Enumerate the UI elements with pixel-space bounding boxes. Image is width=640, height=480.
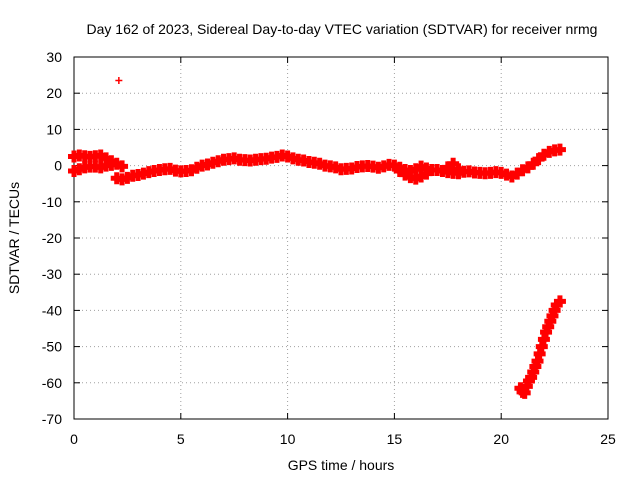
y-tick-label: 20 <box>46 85 62 101</box>
data-point <box>553 143 566 156</box>
y-tick-label: -20 <box>42 230 62 246</box>
y-tick-label: -50 <box>42 339 62 355</box>
chart-title: Day 162 of 2023, Sidereal Day-to-day VTE… <box>87 21 598 37</box>
y-tick-label: -60 <box>42 375 62 391</box>
data-point <box>116 160 129 173</box>
x-tick-label: 0 <box>70 431 78 447</box>
data-point <box>452 163 465 176</box>
y-tick-label: 10 <box>46 121 62 137</box>
y-axis: 30 20 10 0 -10 -20 -30 -40 -50 -60 -70 <box>42 49 608 427</box>
y-tick-label: -30 <box>42 266 62 282</box>
x-tick-label: 10 <box>280 431 296 447</box>
y-tick-label: -10 <box>42 194 62 210</box>
x-tick-label: 25 <box>600 431 616 447</box>
grid-lines <box>74 57 608 419</box>
data-point <box>420 167 433 180</box>
x-tick-label: 5 <box>177 431 185 447</box>
x-tick-label: 20 <box>493 431 509 447</box>
y-tick-label: 0 <box>54 158 62 174</box>
y-tick-label: 30 <box>46 49 62 65</box>
x-axis: 0 5 10 15 20 25 <box>70 57 616 447</box>
x-axis-label: GPS time / hours <box>288 457 395 473</box>
data-point <box>115 77 123 85</box>
y-tick-label: -70 <box>42 411 62 427</box>
data-point <box>553 295 566 308</box>
data-series <box>68 77 566 399</box>
y-tick-label: -40 <box>42 302 62 318</box>
y-axis-label: SDTVAR / TECUs <box>6 182 22 294</box>
x-tick-label: 15 <box>387 431 403 447</box>
